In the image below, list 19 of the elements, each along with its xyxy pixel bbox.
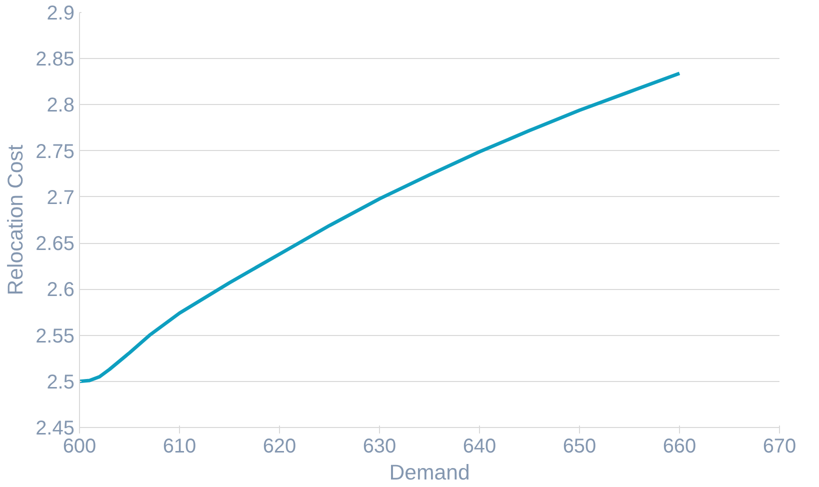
y-tick-label: 2.6 bbox=[46, 279, 75, 302]
x-tick-label: 650 bbox=[562, 436, 596, 458]
x-tick-label: 640 bbox=[462, 436, 496, 458]
x-axis-title: Demand bbox=[389, 460, 470, 484]
y-tick-label: 2.65 bbox=[36, 233, 75, 256]
x-tick-label: 630 bbox=[362, 436, 396, 458]
x-tick-label: 620 bbox=[262, 436, 296, 458]
y-tick-label: 2.55 bbox=[36, 325, 75, 348]
x-tick-label: 670 bbox=[762, 436, 796, 458]
y-tick-label: 2.75 bbox=[36, 140, 75, 163]
y-tick-label: 2.5 bbox=[46, 371, 75, 394]
y-tick-label: 2.8 bbox=[46, 94, 75, 117]
x-tick-label: 660 bbox=[662, 436, 696, 458]
y-tick-label: 2.85 bbox=[36, 48, 75, 71]
x-tick-label: 610 bbox=[162, 436, 196, 458]
y-axis-title: Relocation Cost bbox=[4, 144, 28, 296]
y-tick-label: 2.9 bbox=[46, 2, 75, 24]
line-series bbox=[80, 72, 682, 384]
y-tick-label: 2.7 bbox=[46, 186, 75, 209]
